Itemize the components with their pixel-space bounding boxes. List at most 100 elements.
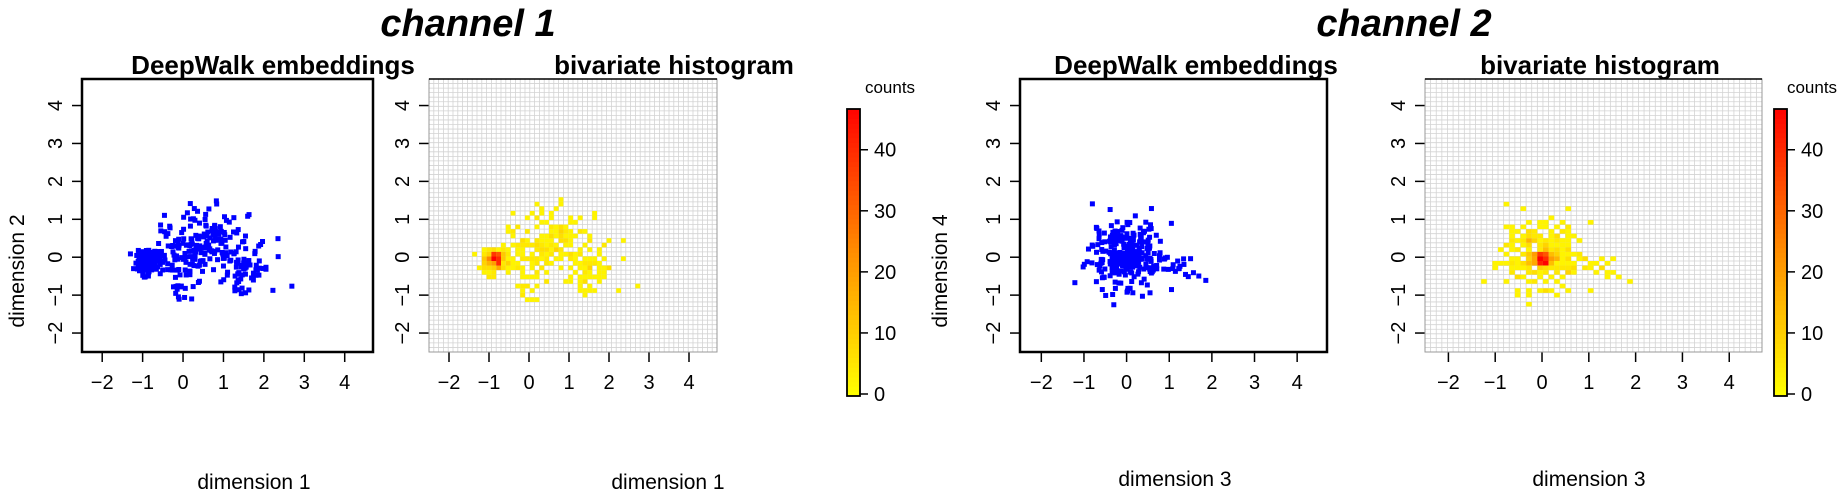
data-point <box>1156 253 1162 259</box>
data-point <box>173 283 179 289</box>
data-point <box>1196 273 1202 279</box>
colorbar-segment <box>1774 171 1787 177</box>
data-point <box>253 262 259 268</box>
hist-cell <box>577 283 583 289</box>
colorbar-segment <box>1774 376 1787 383</box>
colorbar-segment <box>847 223 860 230</box>
data-point <box>226 219 232 225</box>
hist-cell <box>1526 288 1532 293</box>
data-point <box>1115 261 1121 267</box>
hist-cell <box>539 220 545 225</box>
hist-cell <box>525 215 530 221</box>
data-point <box>1127 235 1133 241</box>
colorbar-segment <box>847 290 860 297</box>
hist-cell <box>529 265 535 271</box>
hist-cell <box>1526 265 1532 271</box>
data-point <box>188 216 194 222</box>
hist-cell <box>577 261 583 266</box>
data-point <box>1110 236 1116 242</box>
hist-cell <box>577 279 583 284</box>
colorbar-segment <box>1774 352 1787 359</box>
hist-cell <box>1503 201 1510 207</box>
colorbar-segment <box>1774 386 1787 392</box>
hist-cell <box>568 229 573 234</box>
hist-cell <box>553 206 559 211</box>
hist-cell <box>1526 233 1532 239</box>
hist-cell <box>481 270 487 275</box>
colorbar-segment <box>847 319 860 325</box>
hist-cell <box>544 251 549 257</box>
colorbar-segment <box>1774 137 1787 143</box>
x-tick-label-2-1: −1 <box>1073 372 1096 394</box>
data-point <box>176 236 182 242</box>
data-point <box>187 201 193 207</box>
data-point <box>1111 302 1117 308</box>
hist-cell <box>582 270 588 275</box>
colorbar-segment <box>847 357 860 364</box>
hist-cell <box>1559 261 1566 266</box>
data-point <box>224 272 230 278</box>
hist-cell <box>558 201 564 207</box>
data-point <box>224 253 230 259</box>
data-point <box>202 251 208 257</box>
data-point <box>218 228 224 234</box>
hist-cell <box>592 256 597 261</box>
colorbar-tick-label: 10 <box>874 323 896 345</box>
x-tick-label-3-2: 0 <box>1536 372 1547 394</box>
data-point <box>1144 265 1150 271</box>
hist-cell <box>544 261 549 266</box>
colorbar-segment <box>1774 247 1787 253</box>
hist-cell <box>529 242 535 248</box>
y-tick-label-2-1: −1 <box>983 284 1005 307</box>
hist-cell <box>577 247 583 252</box>
colorbar-segment <box>847 175 860 182</box>
x-tick-label-1-0: −2 <box>438 372 461 394</box>
hist-cell <box>544 256 549 261</box>
hist-cell <box>1554 270 1560 275</box>
data-point <box>188 254 194 260</box>
colorbar-tick-label: 20 <box>1801 262 1823 284</box>
y-tick-label-3-2: 0 <box>1388 252 1410 263</box>
data-point <box>256 243 262 249</box>
data-point <box>182 256 188 262</box>
colorbar-segment <box>847 352 860 359</box>
data-point <box>1094 249 1100 255</box>
hist-cell <box>1565 229 1572 234</box>
data-point <box>1154 262 1160 268</box>
colorbar-segment <box>1774 228 1787 234</box>
data-point <box>238 264 244 270</box>
hist-cell <box>1526 238 1532 243</box>
hist-cell <box>568 215 573 221</box>
hist-cell <box>1576 251 1583 257</box>
hist-cell <box>1503 242 1510 248</box>
colorbar-segment <box>847 333 860 340</box>
hist-cell <box>1531 261 1538 266</box>
hist-cell <box>1526 251 1532 257</box>
hist-cell <box>496 265 501 271</box>
colorbar-segment <box>847 305 860 311</box>
colorbar-segment <box>847 266 860 273</box>
data-point <box>232 273 238 279</box>
hist-cell <box>1537 233 1543 239</box>
hist-cell <box>520 288 525 293</box>
hist-cell <box>1559 247 1566 252</box>
x-tick-label-2-3: 1 <box>1164 372 1175 394</box>
hist-cell <box>606 238 612 243</box>
hist-cell <box>525 297 530 302</box>
data-point <box>196 262 202 268</box>
hist-cell <box>534 256 540 261</box>
colorbar-segment <box>1774 166 1787 172</box>
hist-cell <box>1531 233 1538 239</box>
data-point <box>134 252 140 258</box>
data-point <box>1110 229 1116 235</box>
data-point <box>1112 262 1118 268</box>
data-point <box>1115 235 1121 241</box>
panel-3-xlabel: dimension 3 <box>1118 468 1231 491</box>
hist-cell <box>515 242 521 248</box>
hist-cell <box>587 265 593 271</box>
colorbar-segment <box>847 285 860 292</box>
colorbar-segment <box>847 257 860 263</box>
hist-cell <box>549 233 554 239</box>
hist-cell <box>1587 220 1594 225</box>
hist-cell <box>539 242 545 248</box>
